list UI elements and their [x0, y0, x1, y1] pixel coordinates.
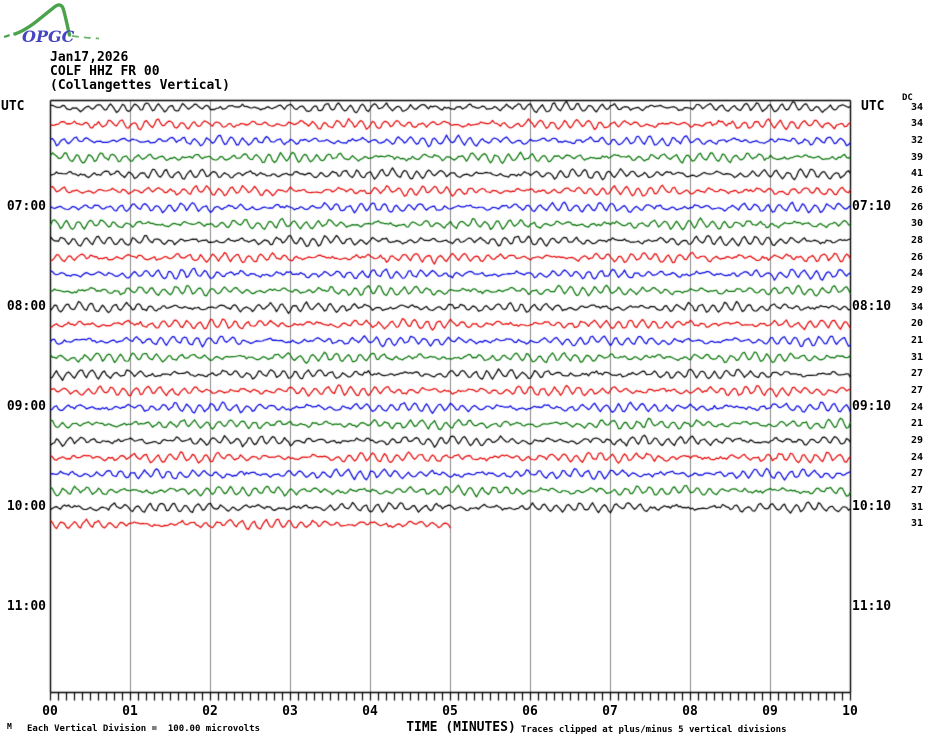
dc-value: 34 [910, 301, 923, 313]
dc-value: 29 [910, 434, 923, 446]
x-tick-label: 06 [522, 704, 538, 719]
dc-value: 34 [910, 118, 923, 130]
dc-value: 21 [910, 418, 923, 430]
left-hour-label: 10:00 [6, 499, 46, 514]
dc-value: 27 [910, 368, 923, 380]
right-hour-label: 09:10 [852, 399, 892, 414]
dc-value: 26 [910, 184, 923, 196]
dc-value: 31 [910, 518, 923, 530]
x-tick-label: 05 [442, 704, 458, 719]
left-hour-label: 07:00 [6, 199, 46, 214]
right-hour-label: 10:10 [852, 499, 892, 514]
utc-label-left: UTC [1, 99, 25, 114]
right-hour-label: 08:10 [852, 299, 892, 314]
x-tick-label: 00 [42, 704, 58, 719]
left-hour-label: 11:00 [6, 599, 46, 614]
dc-value: 31 [910, 501, 923, 513]
x-tick-label: 09 [762, 704, 778, 719]
x-tick-label: 07 [602, 704, 618, 719]
dc-value: 27 [910, 468, 923, 480]
dc-value: 28 [910, 234, 923, 246]
dc-value: 21 [910, 334, 923, 346]
x-tick-label: 02 [202, 704, 218, 719]
station-title: COLF HHZ FR 00 [50, 64, 160, 79]
dc-value: 26 [910, 251, 923, 263]
dc-value: 27 [910, 484, 923, 496]
right-hour-label: 07:10 [852, 199, 892, 214]
x-tick-label: 04 [362, 704, 378, 719]
scale-note: Each Vertical Division = 100.00 microvol… [27, 724, 260, 734]
corner-mark: M [7, 722, 12, 731]
dc-value: 31 [910, 351, 923, 363]
dc-value: 30 [910, 218, 923, 230]
left-hour-label: 09:00 [6, 399, 46, 414]
x-axis-title: TIME (MINUTES) [406, 720, 516, 735]
x-tick-label: 01 [122, 704, 138, 719]
dc-value: 20 [910, 318, 923, 330]
x-tick-label: 03 [282, 704, 298, 719]
left-hour-label: 08:00 [6, 299, 46, 314]
dc-value: 32 [910, 134, 923, 146]
dc-value: 27 [910, 384, 923, 396]
dc-value: 29 [910, 284, 923, 296]
dc-value: 24 [910, 268, 923, 280]
location-title: (Collangettes Vertical) [50, 78, 231, 93]
clip-note: Traces clipped at plus/minus 5 vertical … [521, 725, 787, 735]
dc-value: 26 [910, 201, 923, 213]
dc-value: 41 [910, 168, 923, 180]
dc-value: 34 [910, 101, 923, 113]
dc-value: 39 [910, 151, 923, 163]
utc-label-right: UTC [861, 99, 885, 114]
dc-value: 24 [910, 401, 923, 413]
dc-value: 24 [910, 451, 923, 463]
dc-column-header: DC [902, 93, 913, 103]
right-hour-label: 11:10 [852, 599, 892, 614]
date-title: Jan17,2026 [50, 50, 129, 65]
x-tick-label: 10 [842, 704, 858, 719]
x-tick-label: 08 [682, 704, 698, 719]
